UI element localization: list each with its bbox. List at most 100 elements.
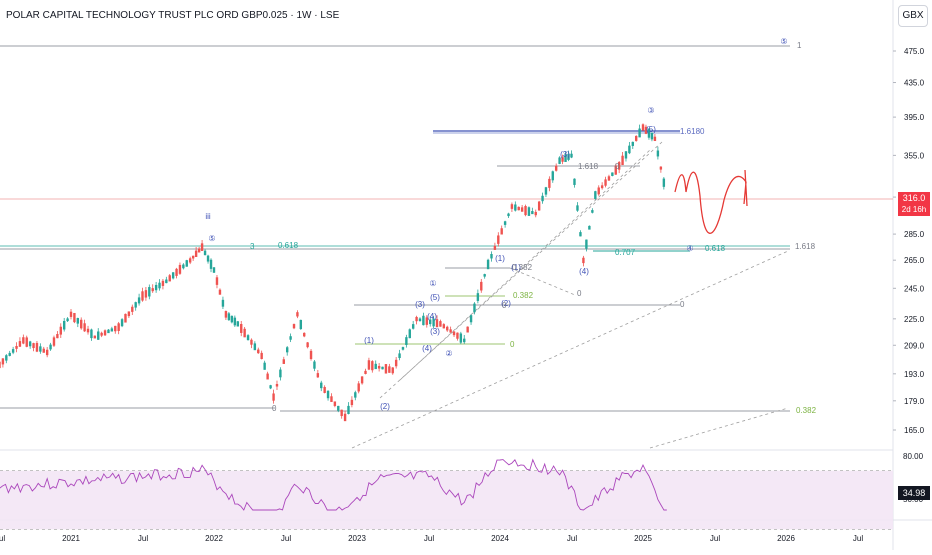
candle bbox=[377, 365, 381, 369]
candle bbox=[117, 323, 120, 331]
candle bbox=[662, 178, 666, 187]
candle bbox=[517, 206, 520, 211]
candle bbox=[524, 206, 527, 216]
candle bbox=[76, 318, 80, 324]
candle bbox=[634, 135, 638, 141]
fib-level-label: 3 bbox=[250, 242, 255, 251]
candle bbox=[582, 257, 585, 264]
trendline-lower-1 bbox=[351, 250, 789, 449]
price-tick-label: 285.0 bbox=[904, 230, 925, 239]
candle bbox=[151, 288, 154, 292]
candle bbox=[80, 319, 83, 329]
candle bbox=[120, 319, 124, 327]
time-tick-label: 2026 bbox=[777, 534, 795, 543]
candle bbox=[554, 165, 558, 171]
candle bbox=[617, 162, 621, 170]
candle bbox=[659, 166, 663, 170]
candle bbox=[209, 259, 213, 269]
candle bbox=[266, 373, 269, 380]
candle bbox=[558, 157, 561, 164]
candle bbox=[357, 383, 360, 392]
candle bbox=[527, 207, 531, 216]
candle bbox=[257, 349, 260, 354]
candle bbox=[97, 331, 100, 340]
candle bbox=[347, 405, 350, 414]
candle bbox=[415, 316, 418, 322]
candle bbox=[503, 221, 507, 225]
price-tick-label: 225.0 bbox=[904, 315, 925, 324]
rsi-band bbox=[0, 470, 893, 530]
fib-level-label: 0.618 bbox=[278, 241, 299, 250]
candle bbox=[39, 346, 42, 352]
candle bbox=[594, 191, 597, 199]
trendline-lower-2 bbox=[649, 407, 789, 449]
candle bbox=[227, 313, 231, 321]
candle bbox=[303, 332, 306, 337]
fib-level-label: 1.6180 bbox=[680, 127, 705, 136]
candle bbox=[32, 343, 35, 349]
candle bbox=[299, 319, 303, 330]
candle bbox=[446, 326, 449, 331]
candle bbox=[480, 281, 483, 291]
candle bbox=[260, 352, 263, 360]
wave-label: (4) bbox=[422, 344, 432, 353]
candle bbox=[200, 243, 204, 251]
candle bbox=[514, 204, 517, 211]
candle bbox=[576, 205, 579, 211]
candle bbox=[548, 178, 551, 188]
candle bbox=[564, 154, 567, 162]
fib-level-label: 0.618 bbox=[705, 244, 726, 253]
candle bbox=[544, 187, 548, 195]
time-tick-label: 2022 bbox=[205, 534, 223, 543]
time-tick-label: 2025 bbox=[634, 534, 652, 543]
fib-level-label: 0.707 bbox=[615, 248, 636, 257]
currency-button[interactable]: GBX bbox=[898, 5, 928, 27]
candle bbox=[624, 151, 628, 159]
candle bbox=[56, 334, 59, 339]
candle bbox=[42, 348, 45, 353]
candle bbox=[585, 239, 588, 249]
candle bbox=[452, 331, 456, 336]
candle bbox=[182, 264, 185, 269]
candle bbox=[62, 320, 66, 330]
candle bbox=[185, 260, 188, 267]
candle bbox=[493, 245, 497, 250]
candle bbox=[534, 211, 537, 216]
candle bbox=[246, 335, 250, 341]
price-axis-panel bbox=[893, 0, 932, 550]
wave-label: (5) bbox=[646, 125, 656, 134]
candle bbox=[188, 258, 192, 263]
candle bbox=[507, 213, 510, 217]
candle bbox=[394, 359, 398, 367]
time-tick-label: 2024 bbox=[491, 534, 509, 543]
candle bbox=[124, 313, 127, 323]
candle bbox=[442, 324, 446, 329]
candle bbox=[628, 145, 631, 154]
candle bbox=[15, 345, 18, 349]
candle bbox=[286, 347, 289, 353]
candle bbox=[401, 347, 405, 350]
candle bbox=[340, 409, 343, 417]
candle bbox=[531, 211, 534, 215]
candle bbox=[541, 195, 544, 202]
candle bbox=[107, 329, 110, 334]
fib-level-label: 0.382 bbox=[512, 263, 533, 272]
last-price-value: 316.0 bbox=[902, 193, 926, 203]
wave-label: (2) bbox=[501, 299, 511, 308]
candle bbox=[323, 386, 326, 393]
candle bbox=[131, 306, 134, 312]
wave-label: (3) bbox=[560, 150, 570, 159]
candle bbox=[500, 228, 503, 235]
candle bbox=[212, 267, 216, 273]
candle bbox=[459, 333, 463, 343]
candle bbox=[35, 342, 39, 352]
candle bbox=[476, 293, 480, 301]
candle bbox=[360, 376, 364, 384]
candle bbox=[411, 324, 415, 329]
candle bbox=[384, 364, 388, 374]
wave-label: (2) bbox=[380, 402, 390, 411]
candle bbox=[250, 339, 253, 345]
candle bbox=[570, 153, 573, 158]
